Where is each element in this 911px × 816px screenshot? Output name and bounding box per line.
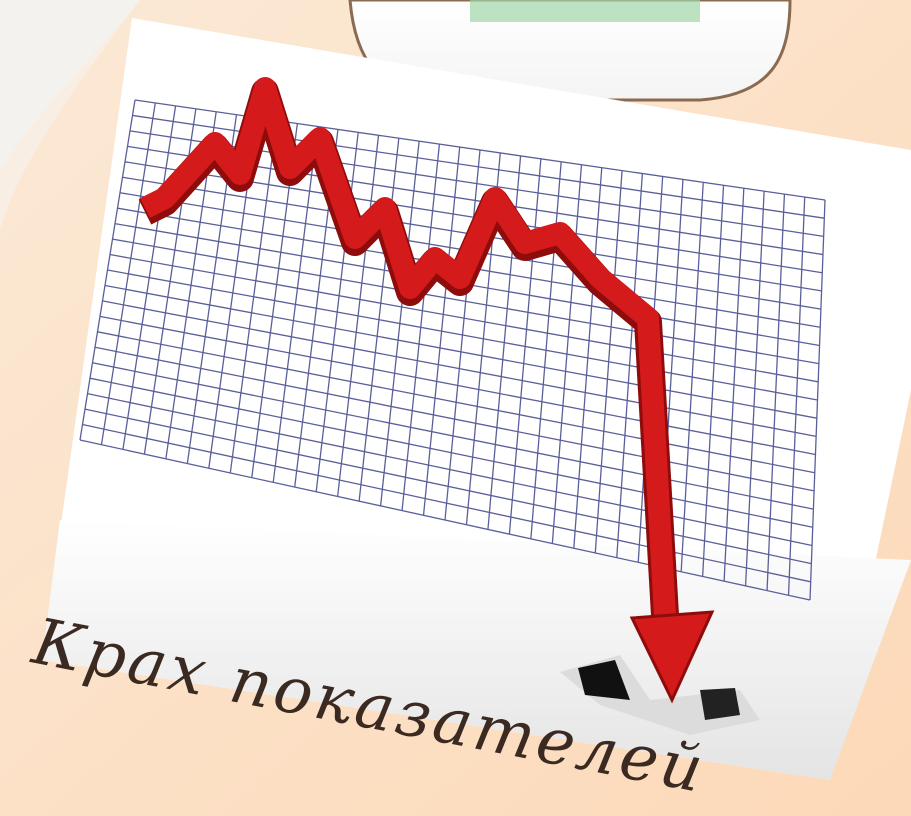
top-image-strip [470, 0, 700, 22]
crack-hole [700, 688, 740, 720]
page: {"caption": "Крах показателей"} Крах пок… [0, 0, 911, 816]
slide: Крах показателей [0, 0, 911, 816]
